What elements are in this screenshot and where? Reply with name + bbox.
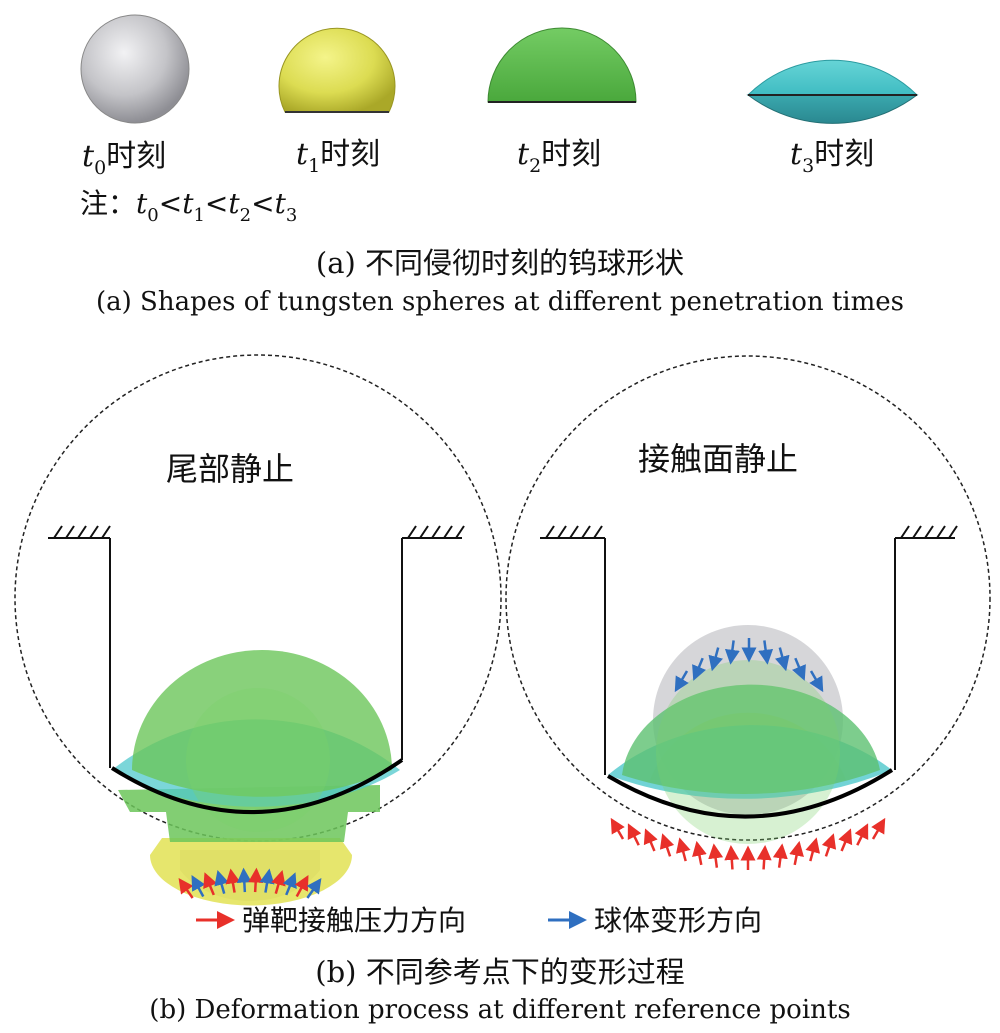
left-deformation-arrow-icon — [191, 874, 206, 898]
right-pressure-arrow-icon — [871, 817, 886, 840]
right-deformation-arrow-icon — [792, 657, 806, 681]
label-t3: t3时刻 — [790, 137, 874, 177]
caption-a-cn: (a) 不同侵彻时刻的钨球形状 — [316, 246, 684, 280]
label-t1: t1时刻 — [296, 137, 380, 177]
right-deformation-arrow-icon — [674, 670, 689, 693]
left-support-hatch-right — [402, 525, 465, 539]
right-contact-arrows — [610, 638, 886, 870]
left-deformation-arrow-icon — [214, 870, 229, 894]
legend-label-contact-pressure: 弹靶接触压力方向 — [242, 904, 466, 937]
right-deformation-arrow-icon — [809, 670, 824, 693]
caption-b-en: (b) Deformation process at different ref… — [149, 995, 850, 1025]
right-pressure-arrow-icon — [838, 828, 853, 852]
right-pressure-arrow-icon — [821, 833, 837, 857]
left-pressure-arrow-icon — [178, 877, 194, 899]
caption-b-cn: (b) 不同参考点下的变形过程 — [315, 955, 684, 989]
left-contact-arrows — [178, 867, 322, 899]
left-title: 尾部静止 — [166, 450, 294, 488]
left-deformation-arrow-icon — [282, 872, 297, 896]
right-contact-boundary — [606, 768, 894, 819]
right-pressure-arrow-icon — [772, 843, 788, 868]
right-pressure-arrow-icon — [756, 844, 772, 870]
right-deformation-arrow-icon — [692, 657, 706, 681]
left-pressure-arrow-icon — [248, 867, 264, 893]
right-deformation-arrow-icon — [758, 640, 774, 665]
right-pressure-arrow-icon — [724, 844, 740, 870]
right-support-hatch-left — [540, 525, 605, 539]
right-diagram: 接触面静止 — [505, 355, 991, 870]
right-pressure-arrow-icon — [805, 837, 821, 862]
right-support-hatch-right — [895, 525, 958, 539]
left-diagram: 尾部静止 — [14, 354, 502, 906]
right-stage-overlay — [656, 660, 840, 844]
left-deformation-arrow-icon — [259, 868, 275, 893]
sphere-t0 — [80, 14, 190, 124]
sphere-t1 — [278, 27, 396, 113]
right-pressure-arrow-icon — [854, 823, 869, 846]
caption-a-en: (a) Shapes of tungsten spheres at differ… — [96, 287, 904, 317]
left-pressure-arrow-icon — [271, 870, 286, 894]
right-pressure-arrow-icon — [659, 833, 675, 857]
right-pressure-arrow-icon — [789, 840, 804, 866]
sphere-t2 — [487, 27, 637, 103]
left-pressure-arrow-icon — [203, 872, 218, 896]
sphere-t3 — [746, 59, 919, 124]
left-stage-t1 — [150, 838, 352, 906]
left-stage-t2 — [132, 650, 392, 797]
legend: 弹靶接触压力方向 球体变形方向 — [196, 904, 762, 937]
right-pressure-arrow-icon — [643, 828, 658, 852]
label-t0: t0时刻 — [82, 139, 166, 179]
left-stage-overlay — [186, 688, 330, 832]
note-inequality: 注：t0<t1<t2<t3 — [80, 187, 297, 226]
left-pressure-arrow-icon — [225, 868, 241, 893]
right-deformation-arrow-icon — [724, 640, 740, 665]
right-dashed-circle — [505, 355, 991, 841]
right-stage-t2 — [622, 684, 880, 794]
right-deformation-arrow-icon — [708, 647, 723, 672]
right-pressure-arrow-icon — [692, 840, 707, 866]
right-pressure-arrow-icon — [627, 823, 642, 846]
right-pressure-arrow-icon — [675, 837, 691, 862]
right-pressure-arrow-icon — [610, 817, 625, 840]
left-contact-boundary — [110, 758, 404, 815]
left-pressure-arrow-icon — [294, 874, 309, 898]
label-t2: t2时刻 — [517, 137, 601, 177]
legend-label-sphere-deformation: 球体变形方向 — [594, 904, 762, 937]
left-support-hatch-left — [48, 525, 111, 539]
left-deformation-arrow-icon — [236, 867, 252, 893]
left-deformation-arrow-icon — [306, 877, 322, 899]
right-deformation-arrow-icon — [775, 647, 790, 672]
right-title: 接触面静止 — [638, 440, 798, 478]
right-pressure-arrow-icon — [708, 843, 724, 868]
